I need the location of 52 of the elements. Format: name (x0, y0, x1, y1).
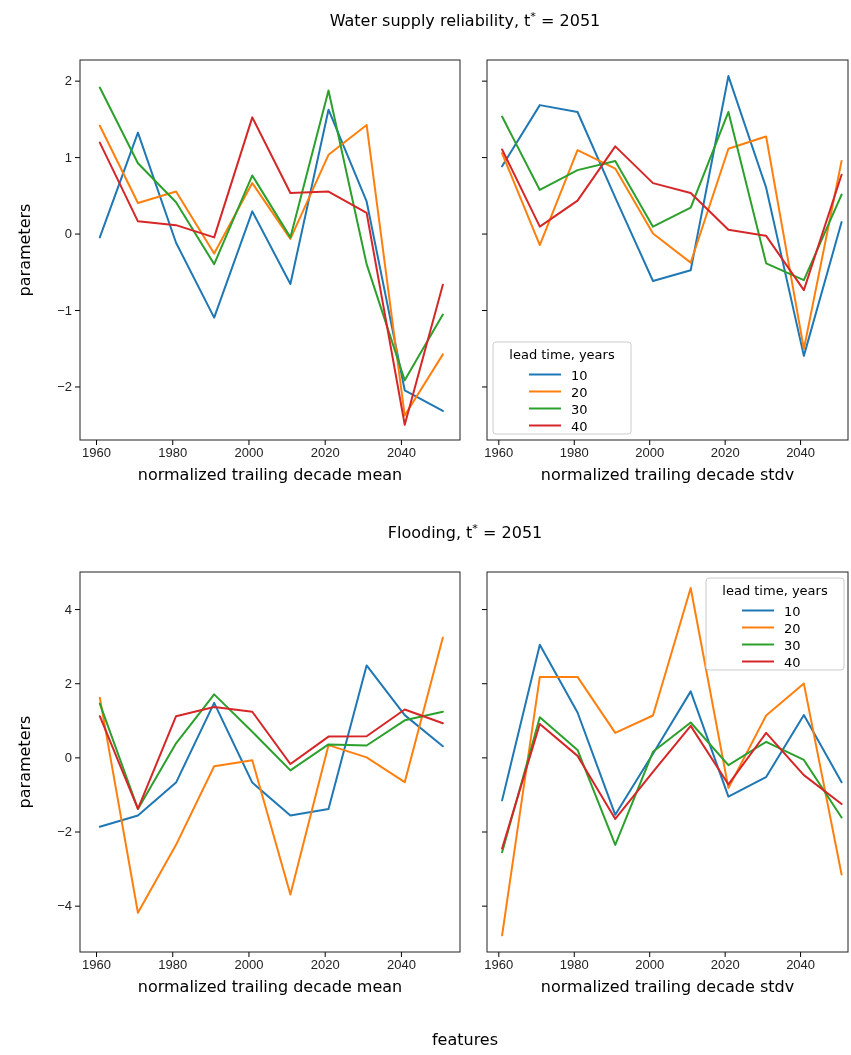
x-tick-label: 2000 (635, 957, 665, 973)
legend-label: 10 (571, 367, 588, 383)
x-tick-label: 2040 (786, 445, 816, 461)
x-tick-label: 2020 (710, 957, 740, 973)
legend-label: 20 (571, 384, 588, 400)
x-axis-title: normalized trailing decade stdv (540, 977, 795, 996)
legend-label: 30 (571, 401, 588, 417)
y-tick-label: −2 (57, 824, 72, 840)
x-tick-label: 2040 (386, 957, 416, 973)
y-axis-title: parameters (15, 203, 34, 297)
y-tick-label: 2 (64, 675, 72, 691)
x-tick-label: 1960 (484, 957, 514, 973)
y-tick-label: −1 (57, 302, 72, 318)
y-tick-label: −4 (57, 898, 72, 914)
x-tick-label: 2020 (310, 445, 340, 461)
x-tick-label: 1980 (158, 957, 188, 973)
text: features (431, 1030, 499, 1049)
x-tick-label: 1980 (559, 445, 589, 461)
legend-label: 10 (784, 603, 801, 619)
y-tick-label: −2 (57, 379, 72, 395)
x-tick-label: 2040 (386, 445, 416, 461)
legend-label: 40 (784, 654, 801, 670)
x-tick-label: 1960 (82, 445, 111, 461)
x-axis-title: normalized trailing decade mean (137, 465, 403, 484)
y-tick-label: 0 (64, 750, 72, 766)
x-tick-label: 1980 (158, 445, 188, 461)
x-tick-label: 2020 (710, 445, 740, 461)
x-tick-label: 1960 (484, 445, 514, 461)
x-tick-label: 2020 (310, 957, 340, 973)
legend-label: 30 (784, 637, 801, 653)
line-series (98, 86, 444, 382)
y-tick-label: 2 (64, 73, 72, 89)
y-axis-title: parameters (15, 715, 34, 809)
x-axis-title: normalized trailing decade stdv (540, 465, 795, 484)
x-tick-label: 2000 (234, 957, 264, 973)
x-tick-label: 1980 (559, 957, 589, 973)
legend-label: 40 (571, 418, 588, 434)
chart-title: Flooding, t$^{*}$ = 2051 (387, 521, 543, 542)
y-tick-label: 1 (64, 149, 72, 165)
y-tick-label: 0 (64, 226, 72, 242)
y-tick-label: 4 (64, 601, 72, 617)
line-series (98, 636, 444, 914)
x-tick-label: 1960 (82, 957, 111, 973)
x-tick-label: 2000 (635, 445, 665, 461)
x-tick-label: 2040 (786, 957, 816, 973)
x-axis-title: normalized trailing decade mean (137, 977, 403, 996)
legend-title: lead time, years (509, 347, 615, 362)
chart-title: Water supply reliability, t$^{*}$ = 2051 (329, 9, 601, 30)
x-tick-label: 2000 (234, 445, 264, 461)
line-series (98, 664, 444, 828)
legend-label: 20 (784, 620, 801, 636)
legend-title: lead time, years (722, 583, 828, 598)
